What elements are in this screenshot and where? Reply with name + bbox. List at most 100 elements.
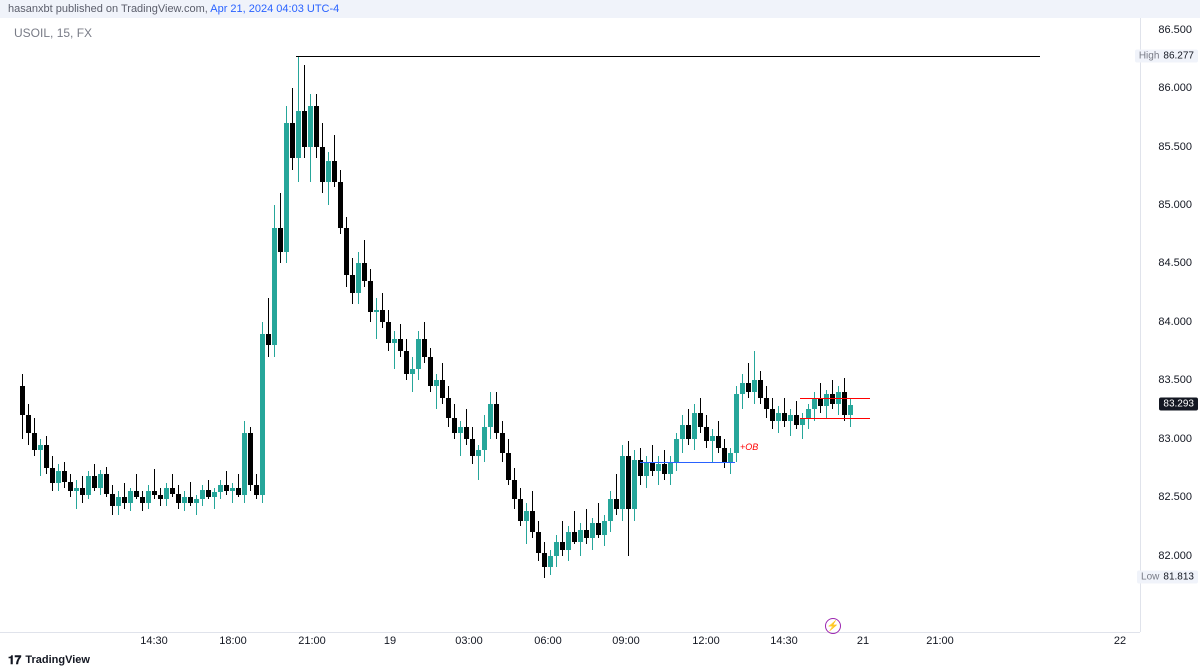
y-tick: 84.500 <box>1158 257 1192 269</box>
price-chart[interactable]: +OB <box>0 18 1140 632</box>
candle-body <box>170 488 175 494</box>
lightning-icon[interactable]: ⚡ <box>825 618 841 634</box>
candle-body <box>698 413 703 427</box>
candle-body <box>230 488 235 492</box>
candle-body <box>146 491 151 503</box>
candle-body <box>722 448 727 462</box>
candle-body <box>686 425 691 439</box>
candle-body <box>728 453 733 462</box>
candle-wick <box>586 509 587 544</box>
candle-wick <box>376 298 377 339</box>
candle-wick <box>712 429 713 462</box>
candle-wick <box>790 409 791 436</box>
candle-body <box>86 476 91 495</box>
candle-body <box>764 398 769 410</box>
candle-body <box>524 511 529 520</box>
candle-body <box>374 310 379 312</box>
drawn-line[interactable] <box>800 398 870 399</box>
candle-body <box>464 427 469 439</box>
candle-body <box>662 464 667 473</box>
y-tick: 82.000 <box>1158 550 1192 562</box>
candle-body <box>500 433 505 453</box>
candle-body <box>572 532 577 541</box>
candle-body <box>746 383 751 392</box>
publisher-site: TradingView.com <box>121 3 205 15</box>
candle-body <box>254 485 259 494</box>
candle-body <box>236 488 241 495</box>
candle-body <box>614 499 619 508</box>
candle-body <box>632 460 637 509</box>
price-axis[interactable]: 86.50086.00085.50085.00084.50084.00083.5… <box>1140 18 1200 632</box>
candle-body <box>56 471 61 483</box>
candle-body <box>248 433 253 486</box>
candle-body <box>140 497 145 503</box>
candle-body <box>26 415 31 433</box>
candle-body <box>20 386 25 415</box>
candle-body <box>470 439 475 457</box>
candle-body <box>512 480 517 500</box>
drawn-line[interactable] <box>640 462 735 463</box>
candle-body <box>404 351 409 374</box>
y-tick: 83.500 <box>1158 374 1192 386</box>
candle-body <box>428 357 433 386</box>
candle-body <box>164 488 169 500</box>
candle-body <box>416 339 421 368</box>
candle-body <box>152 491 157 495</box>
candle-body <box>104 474 109 494</box>
candle-body <box>758 380 763 398</box>
y-tick: 83.000 <box>1158 433 1192 445</box>
candle-body <box>452 418 457 433</box>
candle-body <box>344 228 349 275</box>
candle-body <box>740 383 745 395</box>
candle-body <box>776 413 781 421</box>
candle-body <box>194 499 199 503</box>
candle-body <box>134 491 139 497</box>
candle-wick <box>226 471 227 494</box>
candle-wick <box>268 298 269 356</box>
x-tick: 21 <box>857 635 869 647</box>
candle-body <box>410 369 415 375</box>
candle-body <box>176 494 181 503</box>
candle-body <box>650 462 655 471</box>
drawn-line[interactable] <box>800 418 870 419</box>
candle-body <box>680 425 685 439</box>
publisher-name: hasanxbt <box>8 3 53 15</box>
candle-body <box>158 495 163 500</box>
chart-annotation: +OB <box>740 442 758 452</box>
drawn-line[interactable] <box>296 56 1040 57</box>
candle-wick <box>154 469 155 499</box>
candle-wick <box>196 495 197 515</box>
publish-date: Apr 21, 2024 04:03 UTC-4 <box>210 3 339 15</box>
x-tick: 21:00 <box>926 635 954 647</box>
candle-wick <box>232 483 233 503</box>
candle-body <box>116 497 121 506</box>
candle-body <box>824 394 829 406</box>
candle-body <box>530 511 535 532</box>
candle-wick <box>394 331 395 368</box>
candle-body <box>212 492 217 497</box>
candle-body <box>320 147 325 182</box>
publisher-mid: published on <box>53 3 121 15</box>
time-axis[interactable]: 14:3018:0021:001903:0006:0009:0012:0014:… <box>0 632 1140 650</box>
candle-body <box>182 497 187 503</box>
candle-body <box>314 106 319 147</box>
candle-body <box>188 497 193 503</box>
y-tick: 85.000 <box>1158 199 1192 211</box>
candle-body <box>692 413 697 439</box>
candle-body <box>788 415 793 421</box>
candle-body <box>380 310 385 322</box>
candle-wick <box>124 483 125 509</box>
candle-body <box>392 339 397 343</box>
candle-body <box>338 182 343 229</box>
candle-wick <box>748 363 749 398</box>
candle-wick <box>754 351 755 404</box>
candle-body <box>710 436 715 441</box>
x-tick: 19 <box>384 635 396 647</box>
candle-body <box>62 471 67 482</box>
candle-body <box>782 413 787 421</box>
candle-body <box>812 398 817 410</box>
candle-body <box>656 464 661 471</box>
footer-brand: 𝟏𝟕 TradingView <box>0 650 1200 670</box>
candle-body <box>806 409 811 417</box>
candle-body <box>848 405 853 416</box>
